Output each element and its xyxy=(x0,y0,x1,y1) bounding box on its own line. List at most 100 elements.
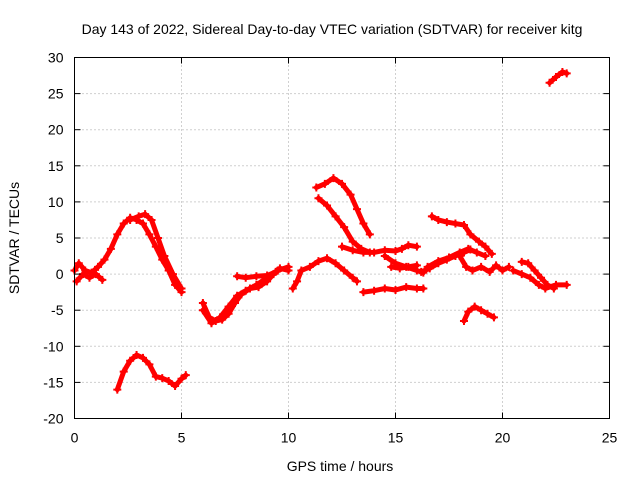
data-point xyxy=(181,371,190,380)
x-tick-label: 0 xyxy=(71,430,79,446)
series-arc-9 xyxy=(312,174,374,239)
data-point xyxy=(391,246,400,255)
series-arc-15 xyxy=(427,212,496,258)
data-point xyxy=(91,270,100,279)
chart-title: Day 143 of 2022, Sidereal Day-to-day VTE… xyxy=(82,21,583,37)
data-point xyxy=(113,385,122,394)
data-point xyxy=(412,242,421,251)
data-point xyxy=(468,266,477,275)
data-point xyxy=(509,266,518,275)
data-point xyxy=(370,286,379,295)
y-tick-label: 10 xyxy=(48,194,64,210)
data-point xyxy=(498,266,507,275)
data-point xyxy=(293,277,302,286)
data-point xyxy=(72,277,81,286)
grid xyxy=(74,57,610,419)
x-tick-label: 20 xyxy=(495,430,511,446)
data-point xyxy=(545,78,554,87)
data-point xyxy=(470,302,479,311)
series-arc-1 xyxy=(70,213,186,297)
data-point xyxy=(365,230,374,239)
data-point xyxy=(395,264,404,273)
data-point xyxy=(153,234,162,242)
series-trace xyxy=(388,262,420,271)
x-tick-label: 10 xyxy=(281,430,297,446)
data-point xyxy=(352,205,361,214)
data-point xyxy=(434,257,443,266)
y-tick-label: -10 xyxy=(43,338,63,354)
data-point xyxy=(94,262,103,271)
y-tick-label: 25 xyxy=(48,86,64,102)
data-point xyxy=(233,272,242,281)
data-point xyxy=(305,262,314,271)
series-trace xyxy=(114,352,189,393)
data-point xyxy=(492,261,501,270)
data-point xyxy=(119,219,128,228)
data-point xyxy=(134,212,143,221)
data-point xyxy=(404,241,413,250)
data-point xyxy=(100,255,109,264)
data-point xyxy=(537,273,546,282)
data-point xyxy=(164,376,173,385)
data-point xyxy=(263,271,272,280)
data-point xyxy=(85,273,94,282)
data-point xyxy=(455,252,464,261)
data-point xyxy=(147,215,156,224)
data-point xyxy=(445,253,453,262)
data-point xyxy=(380,252,389,261)
data-point xyxy=(419,284,428,293)
data-point xyxy=(348,246,357,255)
series-arc-8 xyxy=(288,254,361,293)
data-point xyxy=(340,223,349,232)
data-point xyxy=(558,67,567,76)
data-point xyxy=(241,273,250,282)
data-point xyxy=(314,257,323,266)
x-tick-label: 5 xyxy=(178,430,186,446)
series-arc-2 xyxy=(126,210,186,293)
data-point xyxy=(359,219,368,228)
data-point xyxy=(74,259,83,268)
data-point xyxy=(233,291,242,300)
series-trace xyxy=(290,255,360,291)
y-tick-label: -5 xyxy=(51,302,64,318)
series-arc-21 xyxy=(459,302,498,326)
data-point xyxy=(132,350,141,359)
data-point xyxy=(359,248,368,257)
y-tick-label: -15 xyxy=(43,374,63,390)
data-point xyxy=(158,374,167,383)
series-arc-18 xyxy=(455,252,513,276)
y-tick-label: 5 xyxy=(56,230,64,246)
data-point xyxy=(562,280,571,289)
data-point xyxy=(288,284,297,293)
data-point xyxy=(387,262,396,271)
data-point xyxy=(472,248,481,257)
data-point xyxy=(207,319,216,328)
data-point xyxy=(348,273,357,282)
data-point xyxy=(504,262,513,271)
data-point xyxy=(338,242,346,251)
y-tick-label: 0 xyxy=(56,266,64,282)
data-point xyxy=(489,313,498,322)
data-point xyxy=(464,244,473,253)
data-point xyxy=(459,317,468,326)
data-point xyxy=(402,283,411,292)
data-point xyxy=(331,212,340,221)
data-point xyxy=(481,252,490,261)
data-point xyxy=(359,288,368,297)
data-point xyxy=(106,244,115,253)
x-tick-label: 25 xyxy=(602,430,618,446)
data-point xyxy=(526,273,535,282)
data-point xyxy=(198,298,207,307)
data-point xyxy=(380,284,389,293)
data-point xyxy=(119,367,128,376)
data-point xyxy=(348,237,357,246)
y-tick-label: -20 xyxy=(43,411,63,427)
data-point xyxy=(552,72,560,81)
data-point xyxy=(412,261,421,270)
data-point xyxy=(530,266,539,275)
data-point xyxy=(138,353,147,362)
data-point xyxy=(466,230,475,239)
y-tick-label: 30 xyxy=(48,50,64,66)
data-point xyxy=(427,212,436,221)
data-point xyxy=(524,259,533,268)
